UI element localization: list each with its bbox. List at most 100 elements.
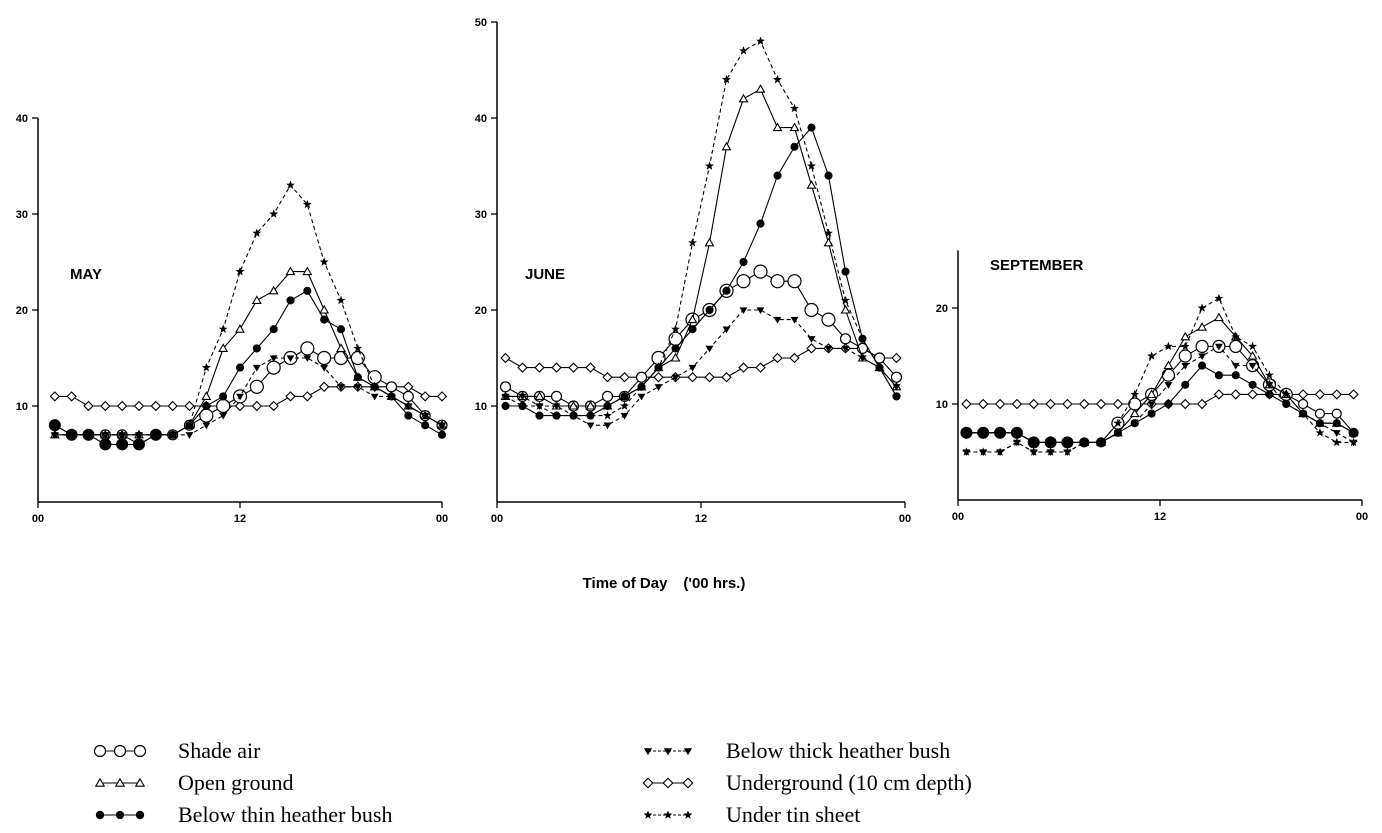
data-point [203, 402, 210, 409]
x-tick-label: 00 [952, 511, 964, 523]
data-point [267, 361, 280, 374]
data-point [842, 297, 849, 304]
legend-item-open-ground: Open ground [96, 770, 294, 795]
x-axis-title: Time of Day ('00 hrs.) [583, 575, 746, 592]
data-point [756, 363, 765, 372]
data-point [552, 391, 562, 401]
legend-marker [136, 779, 144, 786]
y-tick-label: 40 [475, 113, 487, 125]
data-point [604, 402, 611, 409]
data-point [603, 373, 612, 382]
data-point [1198, 323, 1206, 330]
data-point [689, 239, 696, 246]
data-point [536, 412, 543, 419]
data-point [706, 346, 712, 352]
data-point [739, 363, 748, 372]
data-point [1248, 390, 1257, 399]
data-point [253, 296, 261, 303]
data-point [1231, 390, 1240, 399]
data-point [620, 373, 629, 382]
data-point [501, 382, 511, 392]
panel-september: 102000 12 00SEPTEMBER [936, 250, 1368, 523]
data-point [1266, 391, 1273, 398]
y-tick-label: 30 [475, 209, 487, 221]
series-line [55, 185, 442, 435]
data-point [841, 334, 851, 344]
data-point [250, 380, 263, 393]
data-point [723, 287, 730, 294]
legend-marker [683, 778, 692, 787]
data-point [586, 363, 595, 372]
data-point [1182, 381, 1189, 388]
data-point [689, 326, 696, 333]
data-point [405, 412, 412, 419]
data-point [672, 345, 679, 352]
data-point [67, 392, 76, 401]
data-point [672, 325, 679, 332]
data-point [1232, 372, 1239, 379]
data-point [220, 393, 227, 400]
data-point [1164, 362, 1172, 369]
data-point [1046, 400, 1055, 409]
legend-marker [664, 811, 671, 818]
panel-title: MAY [70, 266, 102, 283]
data-point [1114, 400, 1123, 409]
data-point [203, 423, 209, 429]
series-thin-heather [49, 287, 445, 450]
data-point [118, 402, 127, 411]
data-point [117, 439, 128, 450]
legend-marker [663, 778, 672, 787]
series-line [55, 387, 442, 406]
data-point [1299, 400, 1308, 409]
y-tick-label: 10 [475, 401, 487, 413]
x-axis-title-text: Time of Day [583, 575, 668, 592]
data-point [404, 382, 413, 391]
data-point [771, 275, 784, 288]
data-point [621, 393, 628, 400]
data-point [1080, 400, 1089, 409]
data-point [287, 181, 294, 188]
y-tick-label: 40 [16, 113, 28, 125]
data-point [1333, 439, 1340, 446]
data-point [1266, 371, 1273, 378]
data-point [892, 372, 902, 382]
y-tick-label: 10 [16, 401, 28, 413]
data-point [892, 354, 901, 363]
data-point [689, 365, 695, 371]
data-point [791, 317, 797, 323]
data-point [723, 143, 731, 150]
series-line [966, 318, 1353, 443]
data-point [638, 394, 644, 400]
data-point [403, 391, 413, 401]
data-point [822, 313, 835, 326]
data-point [252, 402, 261, 411]
data-point [825, 172, 832, 179]
data-point [318, 352, 331, 365]
data-point [1165, 400, 1172, 407]
data-point [438, 392, 447, 401]
data-point [236, 364, 243, 371]
data-point [535, 363, 544, 372]
data-point [335, 352, 348, 365]
data-point [757, 85, 765, 92]
data-point [603, 391, 613, 401]
x-tick-label: 00 [491, 513, 503, 525]
data-point [50, 392, 59, 401]
y-tick-label: 30 [16, 209, 28, 221]
data-point [518, 363, 527, 372]
data-point [740, 258, 747, 265]
data-point [740, 47, 747, 54]
data-point [808, 337, 814, 343]
data-point [774, 76, 781, 83]
data-point [1199, 362, 1206, 369]
data-point [133, 439, 144, 450]
data-point [1148, 410, 1155, 417]
data-point [552, 363, 561, 372]
legend-label: Shade air [178, 738, 261, 763]
y-tick-label: 20 [475, 305, 487, 317]
data-point [1334, 431, 1340, 437]
data-point [321, 316, 328, 323]
data-point [706, 306, 713, 313]
data-point [1315, 409, 1324, 418]
